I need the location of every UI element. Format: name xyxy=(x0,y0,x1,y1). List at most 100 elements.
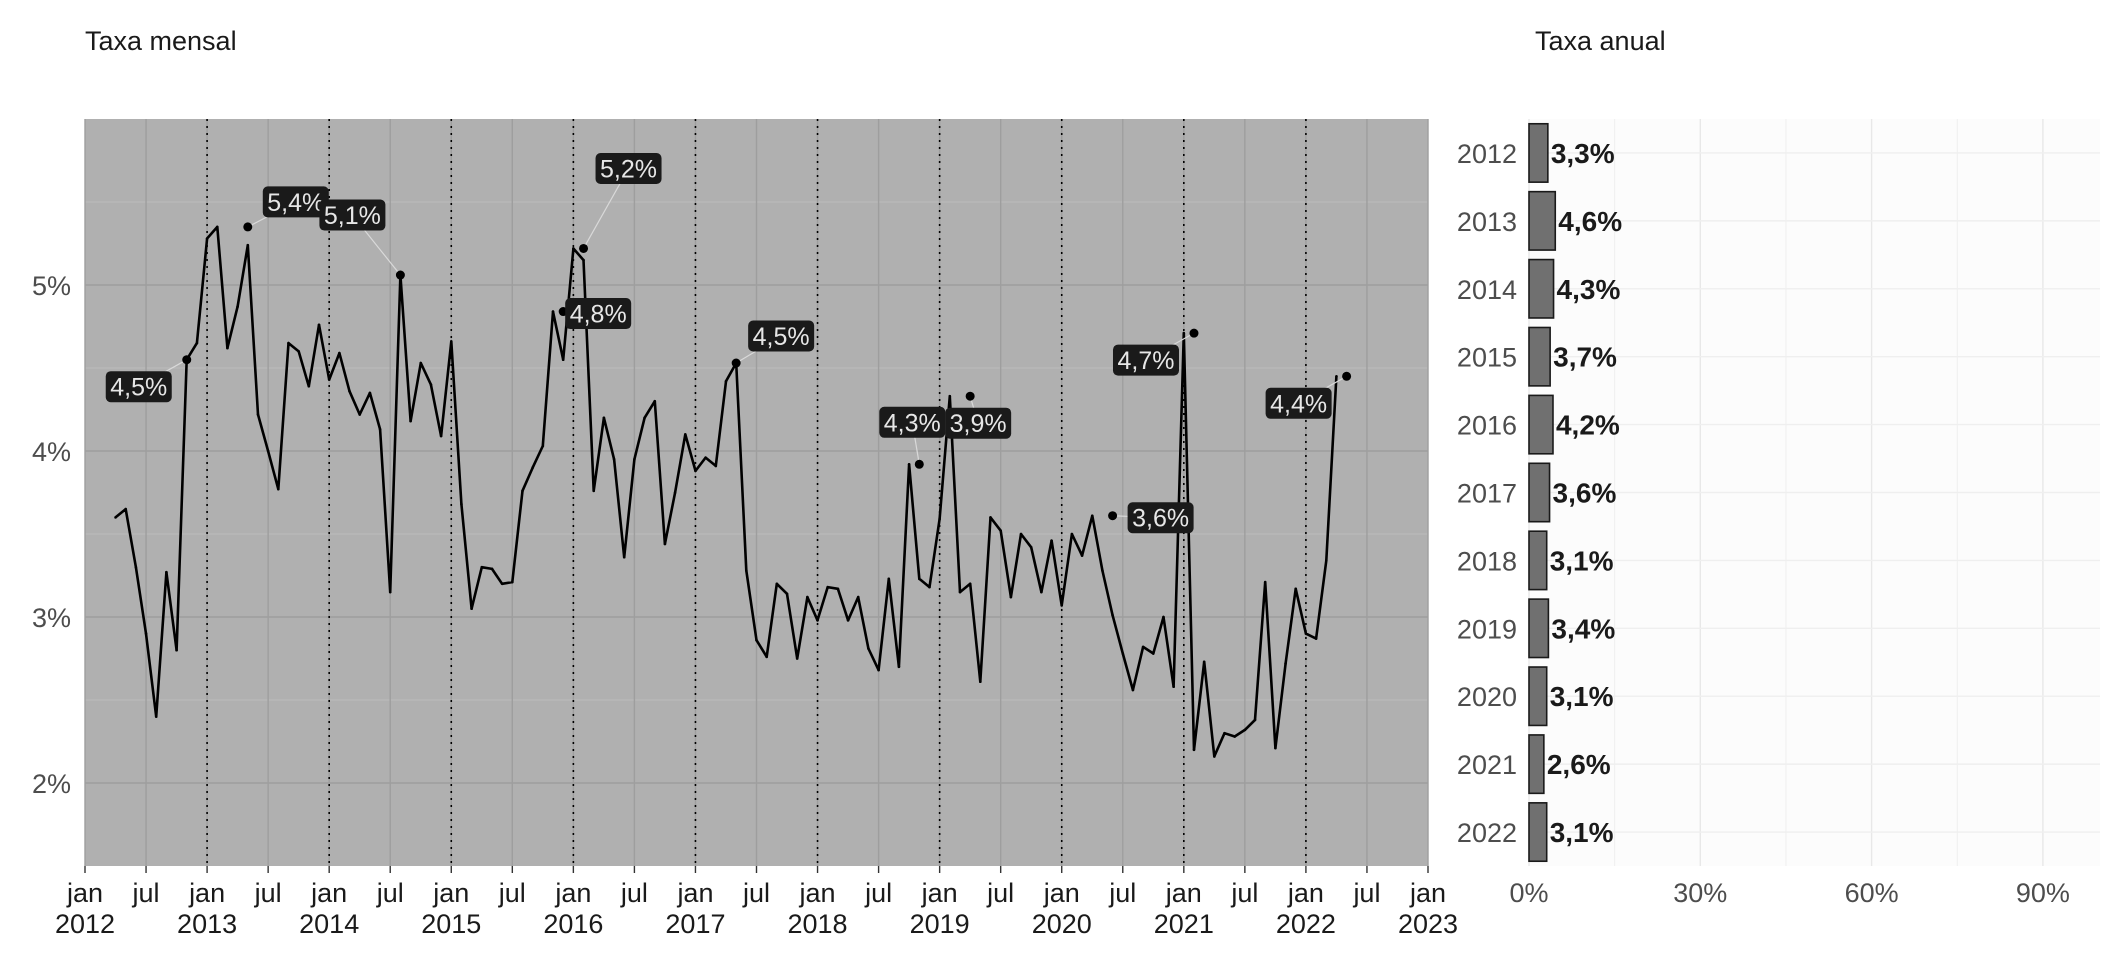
data-point xyxy=(663,542,667,546)
x-tick-month-label: jul xyxy=(986,878,1014,908)
x-tick-year-label: 2014 xyxy=(299,909,359,939)
data-point xyxy=(816,619,819,622)
data-point xyxy=(948,394,952,398)
annotation-point xyxy=(579,243,589,253)
data-point xyxy=(1192,748,1196,752)
x-tick-month-label: jan xyxy=(554,878,591,908)
annotation-label: 5,2% xyxy=(600,155,657,183)
data-point xyxy=(826,585,830,589)
data-point xyxy=(439,434,443,438)
annotation-point xyxy=(395,270,405,280)
y-category-label: 2019 xyxy=(1457,614,1517,644)
data-point xyxy=(968,582,972,586)
data-point xyxy=(1304,632,1308,635)
y-category-label: 2022 xyxy=(1457,818,1517,848)
annual-bar xyxy=(1528,666,1548,727)
annotation-label: 4,4% xyxy=(1270,390,1327,418)
data-point xyxy=(1050,539,1053,542)
data-point xyxy=(1213,755,1216,758)
x-tick-month-label: jan xyxy=(1287,878,1324,908)
data-point xyxy=(1019,532,1023,536)
data-point xyxy=(897,665,901,669)
data-point xyxy=(653,399,657,403)
annual-bar xyxy=(1528,598,1550,659)
x-tick-month-label: jan xyxy=(188,878,225,908)
data-point xyxy=(500,582,504,586)
data-point xyxy=(1131,688,1135,692)
data-point xyxy=(755,638,758,642)
x-tick-label: 0% xyxy=(1509,878,1548,908)
data-point xyxy=(1182,331,1186,335)
bar-value-label: 3,6% xyxy=(1553,478,1617,509)
y-category-label: 2014 xyxy=(1457,275,1517,305)
data-point xyxy=(470,607,473,610)
bar-value-label: 2,6% xyxy=(1547,749,1611,780)
data-point xyxy=(541,444,545,448)
annual-bar xyxy=(1528,394,1554,455)
data-point xyxy=(378,428,382,431)
data-point xyxy=(1335,375,1338,378)
bar-value-label: 4,2% xyxy=(1556,410,1620,441)
data-point xyxy=(1060,604,1064,607)
data-point xyxy=(215,225,219,229)
y-tick-label: 5% xyxy=(32,271,71,301)
data-point xyxy=(1274,746,1277,750)
data-point xyxy=(806,595,809,599)
annual-bar xyxy=(1528,190,1557,251)
annual-bar xyxy=(1528,258,1555,319)
annotation-label-box xyxy=(748,320,815,352)
data-point xyxy=(388,590,392,594)
x-tick-month-label: jul xyxy=(1108,878,1136,908)
data-point xyxy=(1324,559,1328,562)
x-tick-year-label: 2022 xyxy=(1276,909,1336,939)
data-point xyxy=(1029,545,1033,549)
data-point xyxy=(643,416,646,420)
data-point xyxy=(429,383,433,386)
y-tick-label: 4% xyxy=(32,437,71,467)
annotation-label: 3,9% xyxy=(950,410,1007,438)
data-point xyxy=(531,466,534,469)
bar-value-label: 4,3% xyxy=(1557,274,1621,305)
annotation-label: 4,5% xyxy=(110,374,167,402)
data-point xyxy=(917,577,921,581)
data-point xyxy=(317,323,321,327)
annual-bar xyxy=(1528,122,1549,183)
x-tick-month-label: jul xyxy=(1352,878,1380,908)
x-tick-year-label: 2015 xyxy=(421,909,481,939)
data-point xyxy=(144,632,148,635)
x-tick-month-label: jan xyxy=(1043,878,1080,908)
annual-bar xyxy=(1528,326,1551,387)
annual-bar xyxy=(1528,802,1548,863)
data-point xyxy=(1294,587,1298,591)
annotation-label-box xyxy=(319,199,386,231)
data-point xyxy=(846,619,850,622)
data-point xyxy=(1243,728,1247,732)
x-tick-month-label: jul xyxy=(498,878,526,908)
data-point xyxy=(277,487,280,491)
data-point xyxy=(1151,652,1155,655)
annotation-point xyxy=(731,358,741,368)
data-point xyxy=(836,587,840,591)
annotation-point xyxy=(914,459,924,469)
data-point xyxy=(256,413,260,416)
data-point xyxy=(775,582,779,586)
data-point xyxy=(266,449,270,453)
data-point xyxy=(887,577,891,581)
x-tick-label: 30% xyxy=(1673,878,1727,908)
x-tick-month-label: jan xyxy=(1409,878,1446,908)
monthly-chart-title: Taxa mensal xyxy=(85,26,237,56)
data-point xyxy=(246,243,250,247)
data-point xyxy=(989,516,992,519)
bar-value-label: 3,1% xyxy=(1550,545,1614,576)
data-point xyxy=(449,340,453,343)
annotation-label-box xyxy=(262,186,329,218)
data-point xyxy=(154,715,158,718)
annotation-label-box xyxy=(565,298,632,330)
data-point xyxy=(745,569,748,572)
data-point xyxy=(1141,645,1145,649)
annotation-label-box xyxy=(1112,344,1179,376)
data-point xyxy=(348,389,351,393)
annotation-label: 4,7% xyxy=(1118,347,1175,375)
